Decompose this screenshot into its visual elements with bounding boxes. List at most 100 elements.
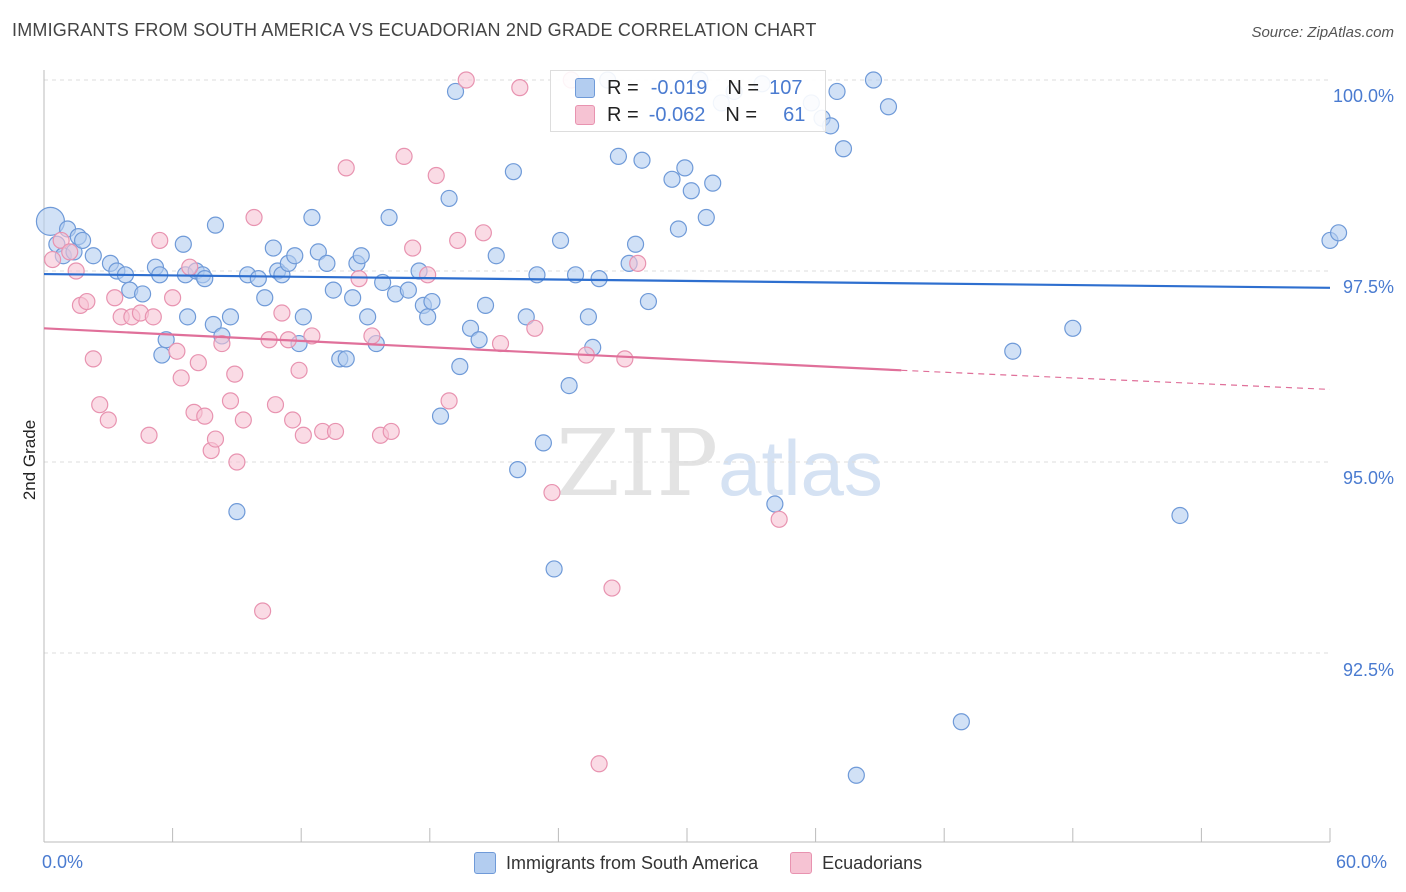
blue-point [359, 308, 377, 326]
pink-point [449, 231, 467, 250]
blue-point [286, 247, 304, 265]
blue-point [256, 289, 274, 307]
blue-point [834, 140, 853, 158]
pink-point [363, 327, 381, 345]
watermark-atlas: atlas [718, 424, 883, 512]
blue-trend-line [43, 272, 1331, 289]
n-value: 107 [769, 76, 803, 99]
legend-item-ecuadorians: Ecuadorians [790, 852, 922, 874]
blue-point [697, 208, 715, 227]
stats-row-pink: R = -0.062 N = 61 [551, 102, 805, 128]
blue-point [663, 170, 681, 188]
pink-point [382, 422, 400, 441]
pink-point [52, 231, 70, 250]
blue-point [1064, 319, 1082, 337]
pink-point [543, 483, 561, 502]
blue-point [133, 285, 152, 303]
pink-point [245, 208, 263, 227]
chart-title: IMMIGRANTS FROM SOUTH AMERICA VS ECUADOR… [12, 20, 817, 40]
blue-point [179, 308, 197, 326]
n-label: N = [725, 103, 758, 126]
blue-point [446, 82, 465, 101]
pink-point [181, 258, 199, 276]
legend-label: Ecuadorians [822, 852, 923, 873]
blue-point [626, 235, 645, 253]
pink-point [78, 292, 96, 311]
pink-point [226, 365, 244, 383]
pink-point [189, 354, 207, 372]
pink-point [457, 71, 475, 89]
stats-legend: R = -0.019 N = 107 R = -0.062 N = 61 [550, 70, 826, 132]
stats-row-blue: R = -0.019 N = 107 [551, 75, 802, 101]
blue-point [221, 308, 240, 326]
blue-point [419, 308, 437, 326]
pink-point [84, 350, 102, 368]
pink-point [228, 453, 246, 471]
blue-point [337, 350, 355, 368]
pink-point [273, 304, 291, 322]
pink-point [284, 411, 302, 429]
blue-point [309, 243, 327, 261]
blue-point [590, 270, 608, 288]
blue-point [352, 247, 370, 265]
r-value: -0.062 [648, 103, 706, 126]
y-axis-label: 2nd Grade [20, 419, 39, 501]
watermark: ZIPatlas [556, 410, 883, 517]
pink-trend-extension [901, 369, 1331, 391]
blue-point [440, 189, 458, 208]
blue-point [639, 292, 658, 311]
blue-swatch-icon [575, 78, 595, 98]
blue-point [196, 270, 214, 288]
y-tick-label: 95.0% [1342, 468, 1394, 488]
pink-point [151, 231, 169, 250]
pink-point [99, 411, 117, 429]
legend-label: Immigrants from South America [506, 852, 759, 873]
blue-point [399, 281, 417, 299]
blue-point [879, 98, 898, 116]
blue-point [551, 231, 570, 250]
blue-point [294, 308, 312, 326]
blue-point [344, 289, 362, 307]
n-label: N = [727, 76, 760, 99]
pink-point [67, 262, 85, 280]
pink-point [234, 411, 252, 429]
pink-trend-line [43, 327, 902, 372]
pink-swatch-icon [790, 852, 813, 874]
pink-point [168, 342, 186, 360]
blue-point [84, 247, 102, 265]
source-note: Source: ZipAtlas.com [1251, 24, 1394, 41]
pink-point [172, 369, 190, 387]
blue-point [153, 346, 171, 364]
blue-point [157, 331, 175, 349]
blue-point [509, 461, 527, 479]
pink-point [254, 602, 272, 620]
pink-point [603, 579, 621, 597]
blue-point [517, 308, 535, 326]
pink-point [326, 422, 345, 441]
blue-point [1004, 342, 1022, 360]
blue-point [264, 239, 282, 257]
legend-item-south-america: Immigrants from South America [474, 852, 758, 874]
blue-point [451, 357, 469, 376]
blue-point [249, 270, 267, 288]
watermark-zip: ZIP [556, 410, 719, 517]
blue-point [73, 231, 92, 250]
blue-point [1329, 224, 1348, 242]
blue-point [476, 296, 495, 314]
blue-point [303, 208, 321, 227]
blue-point [380, 208, 398, 227]
pink-point [144, 308, 162, 326]
pink-point [404, 239, 422, 257]
y-tick-label: 100.0% [1332, 86, 1394, 106]
r-label: R = [607, 103, 639, 126]
y-tick-label: 97.5% [1342, 277, 1394, 297]
blue-point [676, 159, 694, 177]
blue-point [1171, 506, 1189, 525]
pink-point [213, 334, 231, 353]
blue-point [324, 281, 342, 299]
blue-point [609, 147, 628, 165]
pink-point [294, 426, 312, 444]
blue-point [669, 220, 688, 238]
blue-point [470, 331, 488, 349]
